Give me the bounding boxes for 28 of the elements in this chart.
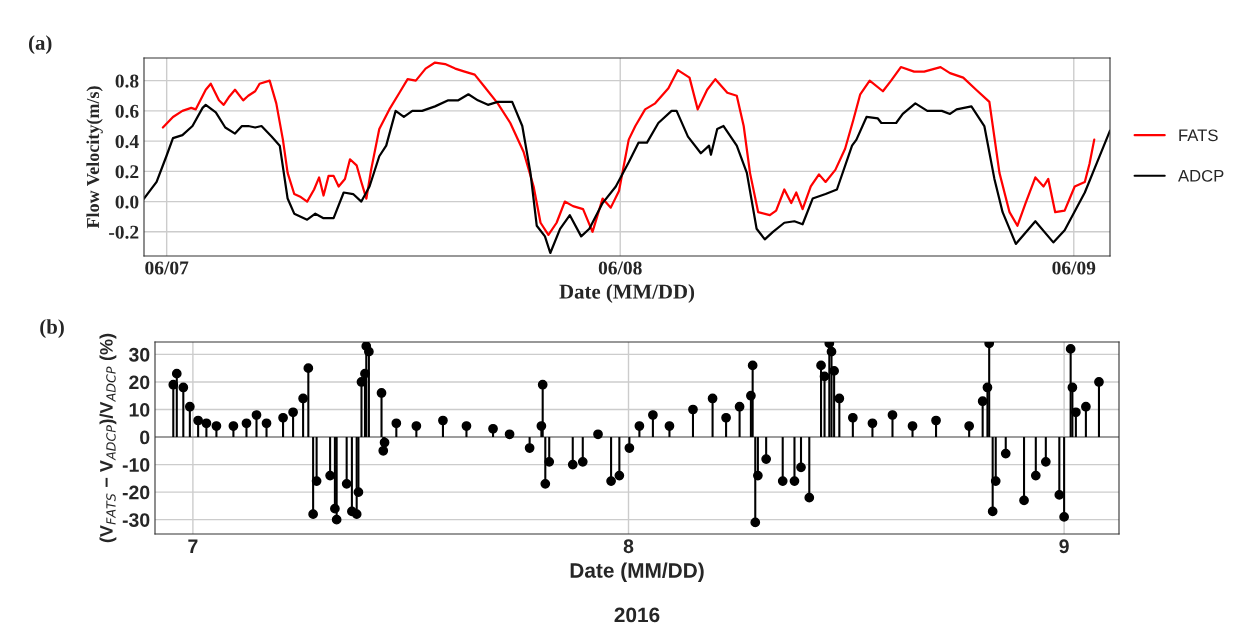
y-tick-label: 0.4	[115, 134, 139, 149]
legend-label: ADCP	[1178, 169, 1224, 182]
y-tick-label: -10	[122, 458, 150, 472]
y-tick-label: -0.2	[109, 225, 139, 239]
y-axis-title: Flow Velocity(m/s)	[86, 86, 103, 229]
x-tick-label: 06/09	[1052, 261, 1096, 275]
y-tick-label: 10	[129, 402, 150, 417]
legend-label: FATS	[1179, 129, 1218, 142]
y-tick-label: 0.2	[115, 165, 139, 179]
y-tick-label: -30	[122, 513, 150, 527]
chart-title: (a)	[28, 35, 52, 55]
x-tick-label: 06/07	[145, 261, 189, 275]
x-axis-title: Date (MM/DD)	[570, 562, 704, 582]
y-tick-label: -20	[122, 485, 150, 500]
x-tick-label: 7	[188, 539, 198, 553]
x-tick-label: 06/08	[598, 261, 642, 275]
y-tick-label: 20	[129, 375, 150, 390]
y-tick-label: 0.0	[115, 195, 139, 209]
x-tick-label: 8	[623, 539, 634, 554]
x-tick-label: 9	[1059, 539, 1069, 554]
chart-title: (b)	[40, 319, 64, 339]
y-tick-label: 0.8	[115, 74, 139, 88]
y-tick-label: 0	[140, 430, 150, 445]
y-tick-label: 0.6	[115, 104, 139, 118]
text: 2016	[614, 607, 660, 623]
x-axis-title: Date (MM/DD)	[559, 284, 695, 303]
y-axis-title: (V$_{FATS}$ − V$_{ADCP}$)/V$_{ADCP}$ (%)	[99, 333, 117, 543]
y-tick-label: 30	[128, 347, 150, 362]
